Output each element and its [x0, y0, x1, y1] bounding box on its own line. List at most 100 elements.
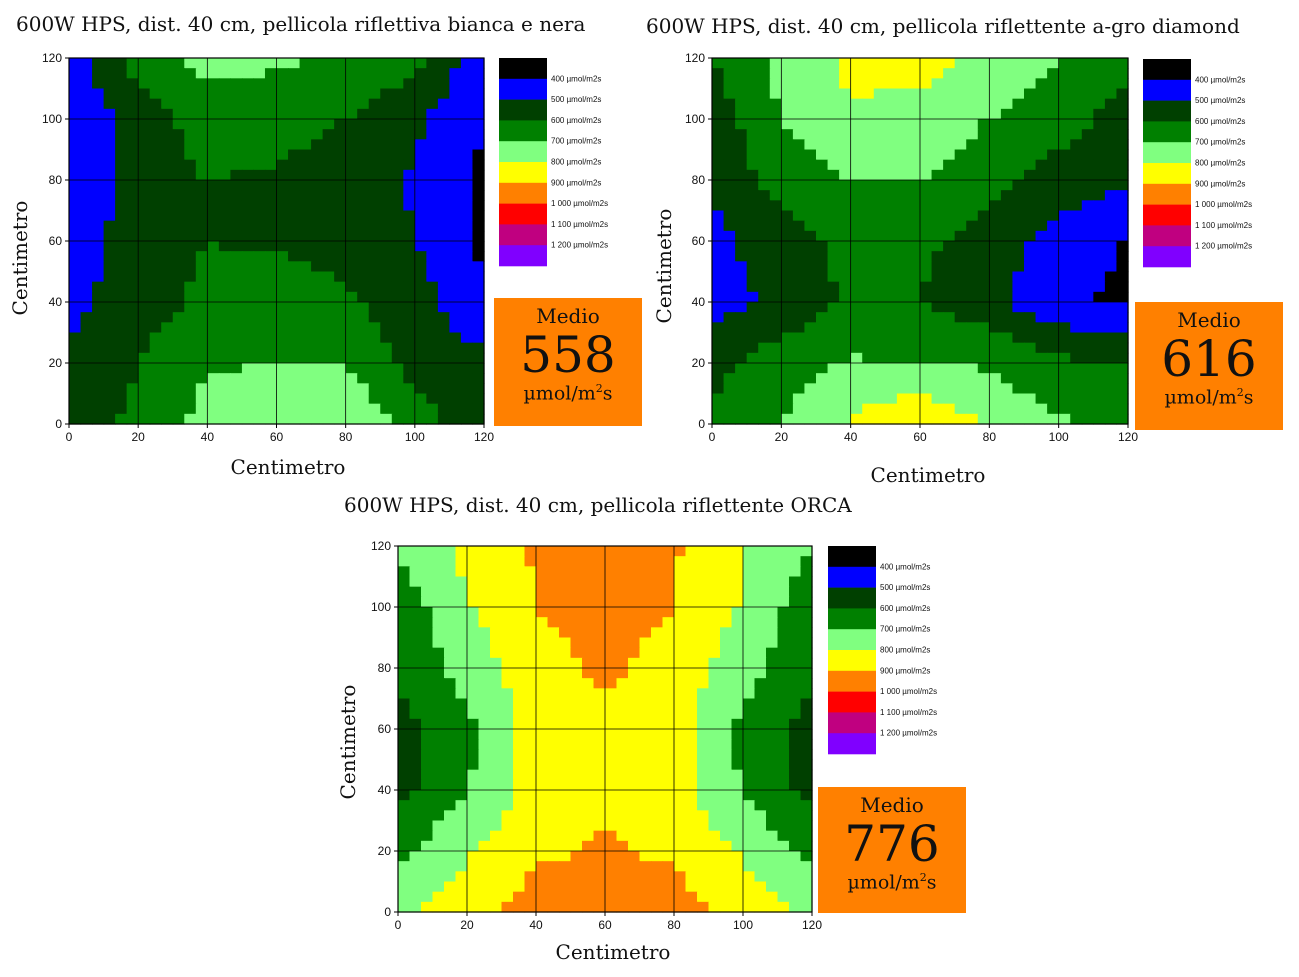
heatmap-cell [639, 840, 652, 852]
heatmap-cell [299, 352, 312, 364]
heatmap-cell [754, 830, 767, 842]
heatmap-cell [426, 200, 439, 212]
heatmap-cell [398, 881, 411, 893]
heatmap-cell [989, 373, 1002, 384]
heatmap-cell [276, 332, 289, 344]
heatmap-cell [731, 607, 744, 618]
heatmap-cell [69, 251, 82, 262]
heatmap-cell [1047, 383, 1060, 395]
heatmap-cell [920, 241, 933, 252]
heatmap-cell [478, 546, 491, 557]
heatmap-cell [685, 566, 698, 578]
heatmap-cell [697, 861, 710, 872]
heatmap-cell [311, 68, 324, 79]
heatmap-cell [1081, 373, 1094, 384]
heatmap-cell [885, 88, 898, 100]
heatmap-cell [460, 210, 474, 222]
heatmap-cell [735, 332, 748, 344]
heatmap-cell [449, 342, 462, 354]
heatmap-cell [414, 230, 427, 242]
x-tick-label: 100 [733, 918, 753, 932]
heatmap-cell [769, 210, 782, 222]
heatmap-cell [288, 281, 301, 293]
heatmap-cell [138, 78, 151, 90]
heatmap-cell [115, 383, 128, 395]
heatmap-cell [398, 749, 411, 761]
heatmap-cell [1093, 58, 1106, 69]
heatmap-cell [1035, 271, 1048, 283]
heatmap-cell [1047, 58, 1060, 69]
heatmap-cell [800, 851, 813, 862]
heatmap-cell [230, 302, 243, 313]
heatmap-cell [92, 241, 105, 252]
heatmap-cell [103, 342, 116, 354]
heatmap-cell [460, 58, 474, 69]
heatmap-cell [777, 586, 790, 598]
heatmap-cell [288, 58, 301, 69]
heatmap-cell [437, 78, 451, 90]
heatmap-cell [712, 129, 725, 140]
heatmap-cell [1116, 129, 1129, 140]
heatmap-cell [311, 241, 324, 252]
heatmap-cell [1035, 342, 1048, 354]
heatmap-cell [792, 342, 806, 354]
heatmap-cell [816, 261, 829, 273]
heatmap-cell [195, 312, 208, 323]
heatmap-cell [559, 546, 572, 557]
heatmap-cell [827, 159, 840, 171]
heatmap-cell [792, 251, 806, 262]
heatmap-cell [754, 790, 767, 801]
heatmap-cell [264, 169, 278, 181]
heatmap-cell [357, 68, 370, 79]
heatmap-cell [322, 88, 335, 100]
heatmap-cell [712, 88, 725, 100]
heatmap-cell [789, 596, 802, 608]
heatmap-cell [781, 383, 794, 395]
heatmap-cell [593, 861, 606, 872]
heatmap-cell [1058, 119, 1071, 130]
heatmap-cell [1000, 169, 1014, 181]
heatmap-cell [708, 668, 721, 679]
heatmap-cell [800, 718, 813, 730]
heatmap-cell [931, 271, 944, 283]
heatmap-cell [931, 169, 944, 181]
heatmap-cell [712, 149, 725, 161]
heatmap-cell [966, 332, 979, 344]
heatmap-cell [758, 108, 771, 120]
heatmap-cell [685, 779, 698, 791]
heatmap-cell [80, 139, 93, 151]
heatmap-cell [207, 88, 220, 100]
heatmap-cell [253, 413, 266, 425]
heatmap-cell [1024, 58, 1037, 69]
x-tick-label: 0 [395, 918, 402, 932]
heatmap-cell [115, 200, 128, 212]
heatmap-cell [501, 566, 514, 578]
heatmap-cell [616, 637, 629, 649]
heatmap-cell [311, 108, 324, 120]
heatmap-cell [92, 342, 105, 354]
heatmap-cell [804, 251, 817, 262]
heatmap-cell [398, 586, 411, 598]
heatmap-cell [288, 149, 301, 161]
heatmap-cell [1070, 332, 1083, 344]
heatmap-cell [651, 607, 664, 618]
heatmap-cell [605, 891, 618, 903]
heatmap-cell [616, 739, 629, 750]
heatmap-cell [720, 861, 733, 872]
heatmap-cell [207, 210, 220, 222]
heatmap-cell [1116, 230, 1129, 242]
heatmap-cell [605, 576, 618, 588]
heatmap-cell [885, 241, 898, 252]
heatmap-cell [943, 261, 956, 273]
heatmap-cell [472, 190, 485, 201]
heatmap-cell [651, 779, 664, 791]
heatmap-cell [161, 302, 174, 313]
heatmap-cell [593, 556, 606, 567]
heatmap-cell [437, 291, 451, 303]
heatmap-cell [1035, 129, 1048, 140]
heatmap-cell [628, 840, 641, 852]
heatmap-cell [908, 261, 921, 273]
heatmap-cell [685, 586, 698, 598]
heatmap-cell [708, 637, 721, 649]
heatmap-cell [513, 871, 526, 883]
